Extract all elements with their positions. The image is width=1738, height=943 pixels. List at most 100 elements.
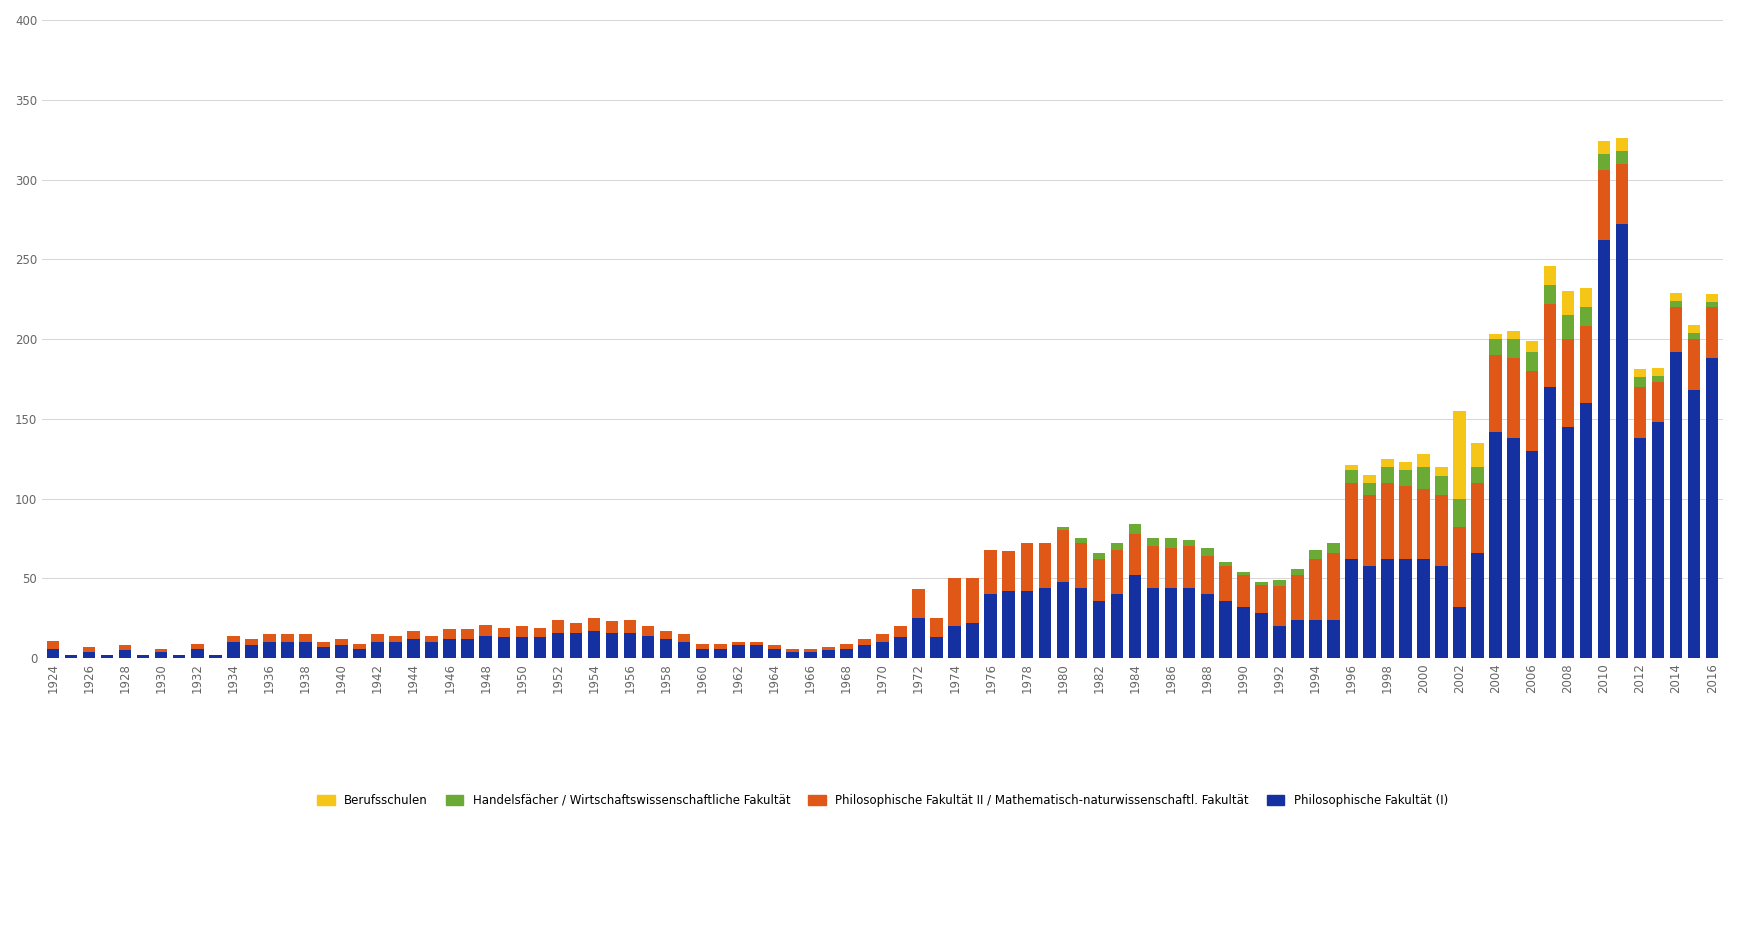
Bar [587,619,600,631]
Bar [118,650,132,658]
Bar [64,654,76,658]
Bar [1670,307,1682,352]
Bar [822,647,834,650]
Bar [389,642,401,658]
Bar [101,654,113,658]
Bar [912,589,925,619]
Bar [551,620,565,633]
Bar [1651,375,1665,382]
Bar [1164,538,1177,548]
Bar [1255,585,1267,613]
Legend: Berufsschulen, Handelsfächer / Wirtschaftswissenschaftliche Fakultät, Philosophi: Berufsschulen, Handelsfächer / Wirtschaf… [313,789,1453,812]
Bar [930,619,944,637]
Bar [1291,569,1304,575]
Bar [660,631,673,639]
Bar [751,642,763,645]
Bar [262,642,276,658]
Bar [1489,355,1502,432]
Bar [912,619,925,658]
Bar [786,652,799,658]
Bar [1561,315,1575,339]
Bar [1453,499,1465,527]
Bar [1328,553,1340,620]
Bar [732,642,744,645]
Bar [1345,465,1357,470]
Bar [245,639,257,645]
Bar [1272,580,1286,587]
Bar [426,642,438,658]
Bar [859,645,871,658]
Bar [282,634,294,642]
Bar [1093,559,1105,601]
Bar [155,652,167,658]
Bar [1472,467,1484,483]
Bar [1074,538,1088,543]
Bar [570,633,582,658]
Bar [1688,324,1700,333]
Bar [1184,540,1196,546]
Bar [1039,587,1051,658]
Bar [1309,620,1321,658]
Bar [1561,291,1575,315]
Bar [1688,390,1700,658]
Bar [1164,587,1177,658]
Bar [1309,559,1321,620]
Bar [245,645,257,658]
Bar [1201,548,1213,556]
Bar [209,654,221,658]
Bar [1688,333,1700,339]
Bar [137,654,149,658]
Bar [641,636,655,658]
Bar [678,634,690,642]
Bar [678,642,690,658]
Bar [859,639,871,645]
Bar [1416,559,1430,658]
Bar [316,642,330,647]
Bar [1057,582,1069,658]
Bar [443,629,455,639]
Bar [1472,483,1484,553]
Bar [1255,613,1267,658]
Bar [1237,575,1250,607]
Bar [1020,591,1032,658]
Bar [949,626,961,658]
Bar [1147,587,1159,658]
Bar [895,626,907,637]
Bar [497,628,511,637]
Bar [768,645,780,649]
Bar [1436,467,1448,476]
Bar [1526,352,1538,371]
Bar [1363,495,1376,566]
Bar [1382,458,1394,467]
Bar [1363,474,1376,483]
Bar [876,634,888,642]
Bar [1651,422,1665,658]
Bar [1634,387,1646,438]
Bar [1526,340,1538,352]
Bar [372,642,384,658]
Bar [1399,486,1411,559]
Bar [1580,288,1592,307]
Bar [1218,562,1232,566]
Bar [1453,607,1465,658]
Bar [1020,543,1032,591]
Bar [1184,546,1196,587]
Bar [805,652,817,658]
Bar [1074,587,1088,658]
Bar [461,629,474,639]
Bar [1616,151,1629,163]
Bar [299,642,311,658]
Bar [1651,382,1665,422]
Bar [1670,301,1682,307]
Bar [1707,307,1719,358]
Bar [1382,559,1394,658]
Bar [732,645,744,658]
Bar [1616,224,1629,658]
Bar [751,645,763,658]
Bar [966,578,978,623]
Bar [984,550,998,594]
Bar [47,640,59,649]
Bar [47,649,59,658]
Bar [1111,594,1123,658]
Bar [714,644,726,649]
